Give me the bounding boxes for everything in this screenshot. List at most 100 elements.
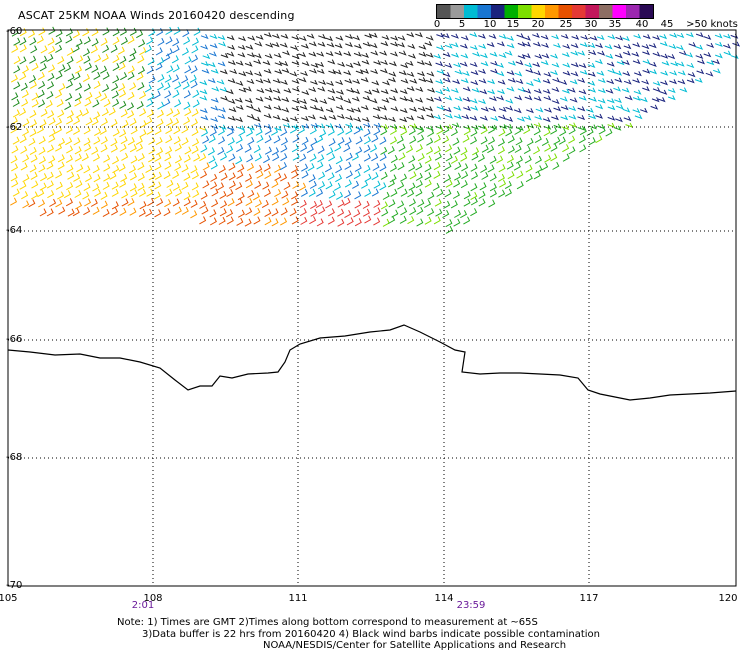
- wind-barb: [589, 124, 597, 130]
- wind-barb: [264, 126, 272, 135]
- wind-barb: [380, 89, 389, 95]
- wind-barb: [436, 188, 444, 197]
- wind-barb: [373, 127, 381, 136]
- lat-label: -64: [6, 225, 23, 236]
- wind-barb: [181, 164, 189, 173]
- wind-barb: [659, 34, 668, 40]
- lat-label: -68: [6, 452, 23, 463]
- wind-barb: [371, 153, 379, 162]
- wind-barb: [29, 37, 37, 46]
- wind-barb: [210, 124, 219, 130]
- wind-barb: [488, 33, 497, 39]
- wind-barb: [625, 122, 634, 128]
- wind-barb: [551, 34, 560, 40]
- wind-barb: [325, 123, 334, 129]
- wind-barb: [444, 62, 453, 69]
- wind-barb: [73, 173, 81, 182]
- wind-barb: [226, 51, 235, 57]
- wind-barb: [369, 98, 378, 104]
- wind-barb: [301, 115, 309, 122]
- wind-barb: [471, 124, 479, 130]
- wind-barb: [272, 153, 280, 162]
- wind-barb: [245, 197, 253, 207]
- wind-barb: [190, 65, 198, 74]
- wind-barb: [344, 209, 352, 219]
- wind-barb: [81, 108, 89, 117]
- wind-barb: [184, 146, 192, 155]
- wind-barb: [64, 64, 72, 73]
- wind-barb: [487, 79, 496, 85]
- wind-barb: [235, 60, 244, 66]
- wind-barb: [660, 80, 669, 86]
- wind-barb: [586, 107, 594, 113]
- wind-barb: [139, 91, 147, 100]
- wind-barb: [344, 137, 352, 146]
- wind-barb: [379, 182, 387, 191]
- wind-barb: [328, 153, 336, 162]
- wind-barb: [57, 56, 65, 65]
- legend-label: >50 knots: [686, 19, 738, 30]
- wind-barb: [508, 60, 516, 66]
- wind-barb: [235, 198, 243, 207]
- wind-barb: [364, 188, 372, 197]
- wind-barb: [589, 96, 597, 102]
- wind-barb: [715, 53, 723, 59]
- wind-barb: [102, 208, 110, 218]
- wind-barb: [100, 200, 108, 209]
- wind-barb: [387, 179, 395, 188]
- wind-barb: [254, 122, 262, 128]
- wind-barb: [55, 36, 63, 46]
- wind-barb: [264, 104, 272, 110]
- wind-barb: [254, 180, 262, 189]
- wind-barb: [38, 164, 46, 173]
- wind-barb: [94, 188, 102, 197]
- wind-barb: [562, 144, 570, 153]
- wind-barb: [137, 82, 145, 91]
- wind-barb: [373, 180, 381, 189]
- wind-barb: [463, 198, 471, 207]
- wind-barb: [252, 192, 260, 201]
- wind-barb: [218, 107, 227, 113]
- wind-barb: [244, 61, 253, 67]
- wind-barb: [317, 145, 325, 154]
- wind-barb: [48, 26, 56, 35]
- legend-label: 0: [433, 19, 441, 30]
- wind-barb: [48, 134, 56, 143]
- wind-barb: [163, 53, 171, 62]
- wind-barb: [514, 71, 523, 77]
- legend-label: 45: [660, 19, 674, 30]
- wind-barb: [226, 216, 234, 225]
- wind-barb: [172, 89, 180, 98]
- wind-barb: [452, 137, 460, 146]
- wind-barb: [634, 114, 643, 120]
- wind-barb: [28, 137, 36, 146]
- wind-barb: [373, 122, 382, 128]
- wind-barb: [551, 62, 560, 68]
- wind-barb: [469, 61, 478, 68]
- wind-barb: [515, 155, 523, 164]
- wind-barb: [22, 127, 30, 136]
- wind-barb: [343, 98, 352, 104]
- wind-barb: [676, 45, 684, 51]
- wind-barb: [181, 181, 189, 190]
- wind-barb: [669, 32, 678, 38]
- wind-barb: [202, 162, 210, 171]
- wind-barb: [145, 208, 153, 217]
- wind-barb: [472, 51, 481, 57]
- wind-barb: [81, 153, 89, 162]
- wind-barb: [300, 188, 308, 197]
- wind-barb: [46, 53, 54, 63]
- wind-barb: [19, 181, 27, 190]
- wind-barb: [424, 164, 432, 173]
- wind-barb: [307, 163, 315, 172]
- wind-barb: [174, 162, 182, 171]
- wind-barb: [436, 45, 445, 51]
- wind-barb: [370, 50, 379, 56]
- wind-barb: [193, 27, 201, 36]
- wind-barb: [543, 128, 551, 137]
- wind-barb: [190, 80, 198, 89]
- wind-barb: [526, 81, 534, 87]
- wind-barb: [10, 116, 18, 125]
- wind-barb: [83, 55, 91, 64]
- wind-barb: [327, 208, 335, 217]
